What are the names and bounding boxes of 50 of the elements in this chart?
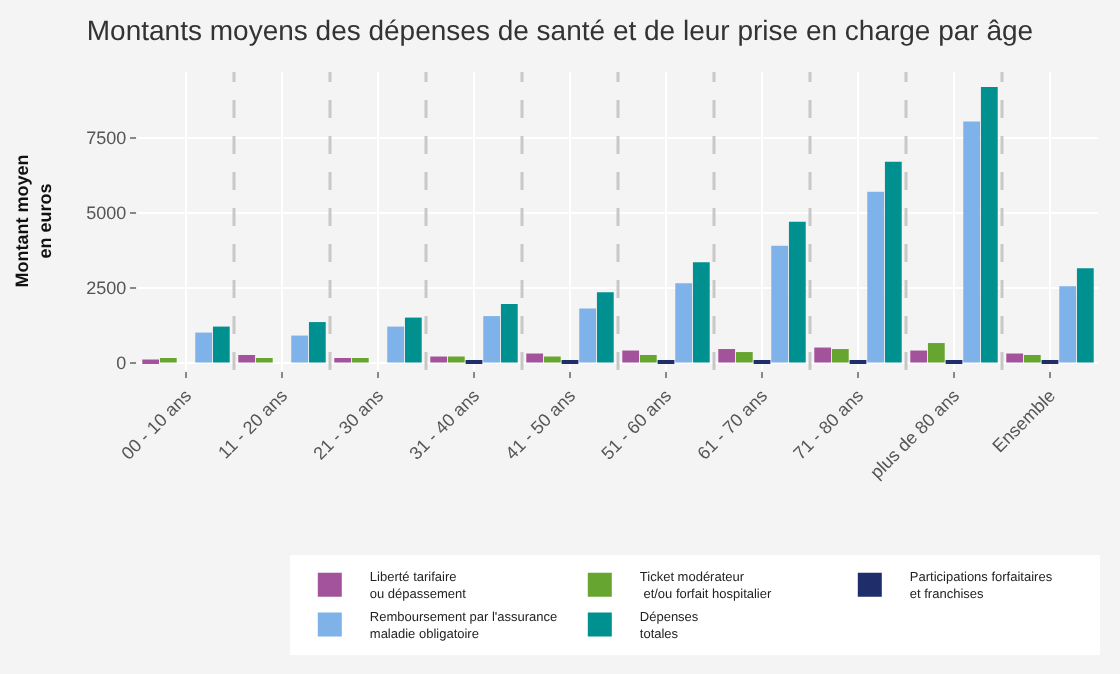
x-tick-label: plus de 80 ans bbox=[866, 384, 964, 483]
bar bbox=[308, 322, 326, 363]
x-tick-label: 21 - 30 ans bbox=[309, 384, 388, 464]
bar bbox=[735, 352, 753, 363]
bar bbox=[718, 349, 736, 363]
bar bbox=[291, 335, 309, 363]
bar bbox=[771, 245, 789, 363]
chart-title: Montants moyens des dépenses de santé et de leur prise en charge par âge bbox=[86, 13, 1034, 46]
bar bbox=[543, 356, 561, 363]
bar bbox=[404, 317, 422, 363]
bar bbox=[526, 353, 544, 363]
bar bbox=[867, 191, 885, 363]
bar bbox=[1059, 286, 1077, 363]
bar bbox=[238, 355, 256, 363]
x-tick-label: 71 - 80 ans bbox=[789, 384, 868, 464]
y-tick-label: 5000 bbox=[86, 203, 127, 224]
x-tick-label: 11 - 20 ans bbox=[214, 384, 292, 463]
bar bbox=[622, 350, 640, 363]
y-tick-label: 7500 bbox=[86, 128, 127, 149]
bar bbox=[831, 349, 849, 363]
x-tick-label: 61 - 70 ans bbox=[693, 384, 772, 464]
bar bbox=[500, 304, 518, 363]
x-tick-label: 41 - 50 ans bbox=[501, 384, 580, 464]
y-axis-title: Montant moyen en euros bbox=[11, 154, 56, 288]
bar bbox=[963, 121, 981, 363]
bar bbox=[212, 326, 230, 363]
bar bbox=[814, 347, 832, 363]
bar bbox=[1006, 353, 1024, 363]
bar bbox=[447, 356, 465, 363]
bar bbox=[430, 356, 448, 363]
bar bbox=[910, 350, 928, 363]
x-tick-label: 31 - 40 ans bbox=[405, 384, 484, 464]
bar bbox=[596, 292, 614, 363]
bar bbox=[927, 343, 945, 363]
bar bbox=[692, 262, 710, 363]
bar bbox=[1023, 355, 1041, 363]
bar bbox=[884, 161, 902, 363]
y-tick-label: 0 bbox=[116, 352, 127, 373]
bar bbox=[1076, 268, 1094, 363]
bar bbox=[675, 283, 693, 363]
x-tick-label: 51 - 60 ans bbox=[597, 384, 676, 464]
bar bbox=[788, 221, 806, 363]
bar bbox=[980, 86, 998, 363]
x-tick-label: 00 - 10 ans bbox=[117, 384, 196, 464]
bar bbox=[579, 308, 597, 363]
bar bbox=[483, 316, 501, 363]
bar bbox=[387, 326, 405, 363]
y-tick-label: 2500 bbox=[86, 277, 127, 298]
bar bbox=[195, 332, 213, 363]
bar bbox=[639, 355, 657, 363]
